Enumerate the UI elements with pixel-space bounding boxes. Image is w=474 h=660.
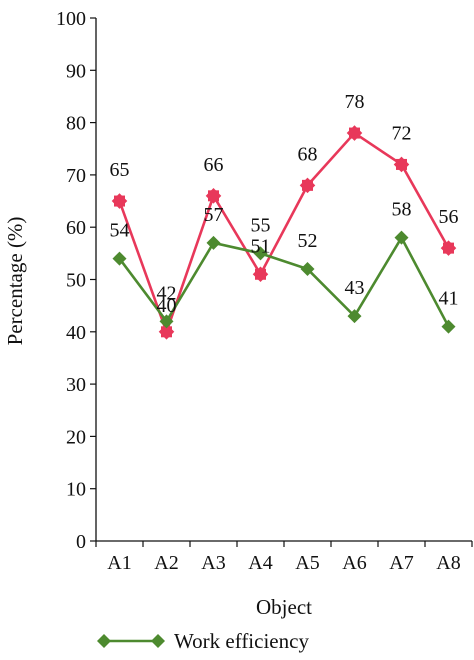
legend-swatch-marker [97,634,111,648]
x-tick-label: A8 [436,552,460,574]
series-2-point [300,262,315,277]
series-1-point [114,195,125,207]
x-tick-label: A4 [248,552,272,574]
y-axis-title: Percentage (%) [3,217,27,346]
series-1-point [443,242,454,254]
x-tick-label: A2 [154,552,178,574]
y-tick-label: 50 [66,270,86,292]
x-axis-title: Object [256,595,312,619]
y-tick-label: 40 [66,322,86,344]
y-tick-label: 30 [66,374,86,396]
series-1-data-label: 68 [298,143,318,165]
series-1-data-label: 40 [157,295,177,317]
y-tick-label: 100 [56,8,86,30]
series-1-data-label: 66 [204,154,224,176]
legend: Work efficiency [97,629,309,653]
x-tick-label: A6 [342,552,366,574]
series-2-point [253,246,268,261]
series-2-data-label: 55 [251,214,271,236]
y-tick-label: 20 [66,426,86,448]
series-2-data-label: 54 [110,220,130,242]
x-tick-label: A3 [201,552,225,574]
y-tick-label: 10 [66,479,86,501]
series-1-data-label: 65 [110,159,130,181]
series-1-data-label: 78 [345,91,365,113]
series-1-point [302,179,313,191]
series-layer [111,125,457,340]
series-2-data-label: 58 [392,199,412,221]
y-tick-label: 80 [66,113,86,135]
legend-swatch-marker [151,634,165,648]
series-2-point [394,230,409,245]
series-2-data-label: 41 [439,288,459,310]
x-tick-label: A1 [107,552,131,574]
series-2-point [159,314,174,329]
series-2-point [206,235,221,250]
series-2-point [441,319,456,334]
legend-label: Work efficiency [174,629,309,653]
x-tick-label: A7 [389,552,413,574]
axes: 0 10 20 30 40 50 60 70 80 90 100 A1 A2 A3 A4 A5 A6 A7 A8 [56,8,473,574]
series-2-data-label: 52 [298,230,318,252]
series-2-data-label: 43 [345,277,365,299]
y-tick-label: 60 [66,217,86,239]
y-tick-label: 0 [76,531,86,553]
series-1-data-label: 56 [439,206,459,228]
series-2-line [118,235,450,328]
series-1-point [396,158,407,170]
series-1-point [161,326,172,338]
series-2-point [347,309,362,324]
series-1-point [349,127,360,139]
series-2-data-label: 42 [157,282,177,304]
series-1-point [208,190,219,202]
x-tick-label: A5 [295,552,319,574]
y-tick-label: 90 [66,60,86,82]
data-labels-layer: 65 40 66 51 68 78 72 56 54 42 57 55 52 43 58 41 [110,91,459,317]
series-1-data-label: 51 [251,235,271,257]
series-1-point [255,268,266,280]
series-1-data-label: 72 [392,122,412,144]
series-2-data-label: 57 [204,204,224,226]
y-tick-label: 70 [66,165,86,187]
series-2-point [112,251,127,266]
